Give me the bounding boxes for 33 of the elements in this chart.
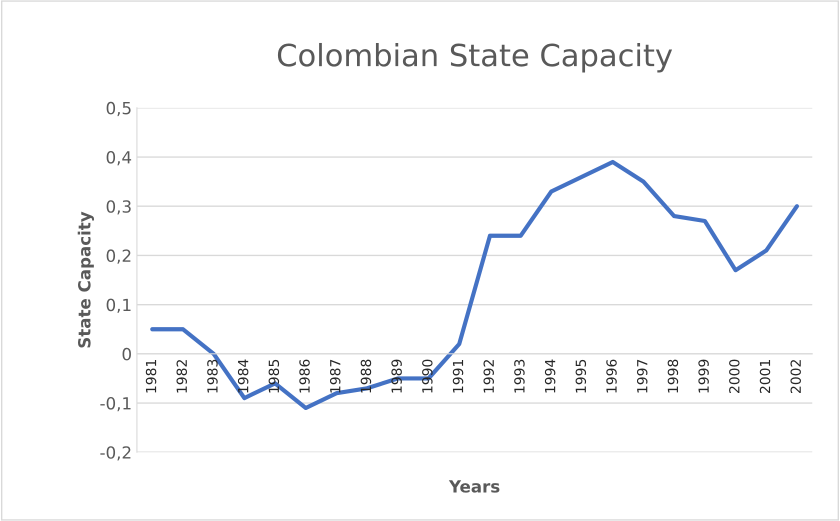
x-tick-label: 1989	[391, 360, 402, 393]
chart-title: Colombian State Capacity	[278, 42, 672, 73]
x-tick-label: 1987	[330, 360, 340, 393]
x-tick-label: 1994	[544, 359, 556, 393]
x-tick-label: 1999	[698, 360, 709, 393]
x-tick-label: 1982	[176, 360, 187, 393]
x-tick-label: 2002	[790, 360, 801, 394]
x-tick-label: 1997	[636, 360, 648, 393]
y-tick-label: 0	[122, 348, 131, 360]
x-tick-label: 1992	[483, 360, 494, 393]
x-tick-label: 1998	[668, 360, 678, 393]
y-tick-label: 0,4	[106, 151, 132, 166]
x-tick-label: 1993	[514, 360, 525, 393]
y-axis-title: State Capacity	[78, 212, 94, 348]
y-tick-label: -0,1	[100, 396, 131, 412]
x-tick-label: 1996	[606, 360, 617, 393]
y-tick-label: -0,2	[100, 446, 130, 460]
x-axis-title: Years	[448, 480, 500, 493]
y-tick-label: 0,1	[106, 298, 131, 313]
x-tick-label: 1983	[207, 360, 218, 393]
x-tick-label: 1990	[422, 360, 433, 393]
x-tick-label: 1984	[238, 359, 248, 393]
x-tick-label: 1991	[452, 360, 464, 393]
x-tick-label: 1995	[576, 360, 586, 393]
y-tick-label: 0,2	[106, 249, 130, 264]
y-tick-label: 0,3	[106, 200, 131, 215]
x-tick-label: 1988	[360, 360, 372, 393]
x-tick-label: 2000	[729, 360, 740, 394]
x-tick-label: 2001	[760, 360, 770, 394]
x-tick-label: 1981	[146, 360, 156, 393]
y-tick-label: 0,5	[106, 102, 131, 116]
x-tick-label: 1986	[299, 360, 310, 393]
x-tick-label: 1985	[268, 360, 280, 393]
